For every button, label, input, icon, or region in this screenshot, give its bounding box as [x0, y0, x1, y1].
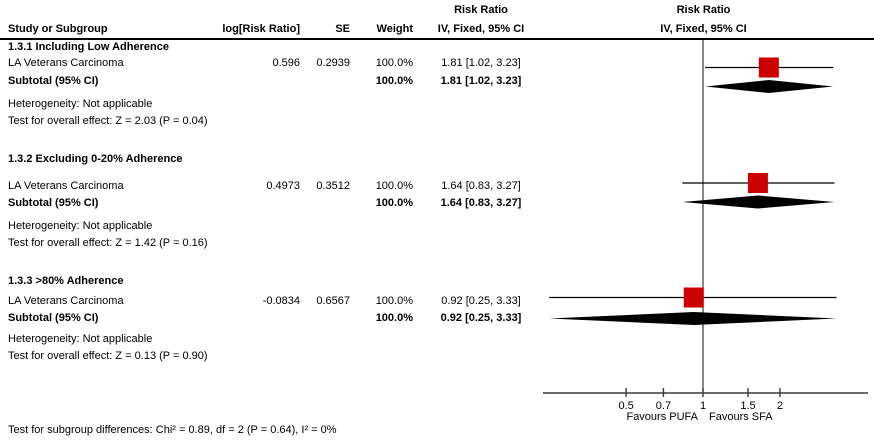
heterogeneity-row: Heterogeneity: Not applicable: [0, 333, 874, 346]
column-header-log-risk-ratio: log[Risk Ratio]: [222, 23, 300, 35]
study-ci-text: 1.81 [1.02, 3.23]: [441, 57, 521, 69]
axis-tick-label: 0.7: [656, 400, 671, 412]
heterogeneity-row: Heterogeneity: Not applicable: [0, 220, 874, 233]
study-se: 0.2939: [316, 57, 350, 69]
study-ci-text: 1.64 [0.83, 3.27]: [441, 180, 521, 192]
column-header-study: Study or Subgroup: [8, 23, 108, 35]
study-se: 0.3512: [316, 180, 350, 192]
study-effect-square: [747, 173, 768, 193]
subtotal-weight: 100.0%: [375, 75, 413, 87]
subtotal-label: Subtotal (95% CI): [8, 312, 99, 324]
column-header-method-plot: IV, Fixed, 95% CI: [660, 23, 747, 35]
study-log-rr: 0.596: [272, 57, 300, 69]
subgroup-heading-label: 1.3.2 Excluding 0-20% Adherence: [8, 153, 183, 165]
study-log-rr: 0.4973: [266, 180, 300, 192]
favours-left-label: Favours PUFA: [626, 411, 698, 423]
column-header-risk-ratio-text: Risk Ratio: [454, 4, 508, 16]
study-name: LA Veterans Carcinoma: [8, 295, 124, 307]
study-log-rr: -0.0834: [262, 295, 300, 307]
subgroup-heading: 1.3.1 Including Low Adherence: [0, 41, 874, 54]
subgroup-heading: 1.3.3 >80% Adherence: [0, 275, 874, 288]
subgroup-differences-text: Test for subgroup differences: Chi² = 0.…: [8, 424, 337, 436]
column-header-method-text: IV, Fixed, 95% CI: [437, 23, 525, 35]
header-row-2: Study or Subgroup log[Risk Ratio] SE Wei…: [0, 23, 874, 36]
footer-row: Test for subgroup differences: Chi² = 0.…: [0, 424, 874, 437]
heterogeneity-text: Heterogeneity: Not applicable: [8, 98, 153, 110]
study-name: LA Veterans Carcinoma: [8, 180, 124, 192]
study-weight: 100.0%: [375, 57, 413, 69]
overall-effect-text: Test for overall effect: Z = 0.13 (P = 0…: [8, 350, 208, 362]
axis-tick-label: 2: [777, 400, 783, 412]
header-row-1: Risk Ratio Risk Ratio: [0, 4, 874, 17]
axis-tick-label: 1: [700, 400, 706, 412]
study-weight: 100.0%: [375, 295, 413, 307]
subtotal-label: Subtotal (95% CI): [8, 75, 99, 87]
axis-tick-label: 0.5: [618, 400, 633, 412]
overall-effect-text: Test for overall effect: Z = 1.42 (P = 0…: [8, 237, 208, 249]
subtotal-weight: 100.0%: [375, 312, 413, 324]
overall-effect-row: Test for overall effect: Z = 2.03 (P = 0…: [0, 115, 874, 128]
subtotal-weight: 100.0%: [375, 197, 413, 209]
favours-right-label: Favours SFA: [709, 411, 773, 423]
subtotal-ci-text: 1.64 [0.83, 3.27]: [440, 197, 522, 209]
study-ci-text: 0.92 [0.25, 3.33]: [441, 295, 521, 307]
subtotal-ci-text: 1.81 [1.02, 3.23]: [440, 75, 522, 87]
overall-effect-text: Test for overall effect: Z = 2.03 (P = 0…: [8, 115, 208, 127]
heterogeneity-text: Heterogeneity: Not applicable: [8, 220, 153, 232]
study-row: LA Veterans Carcinoma 0.596 0.2939 100.0…: [0, 57, 874, 70]
subtotal-ci-text: 0.92 [0.25, 3.33]: [440, 312, 522, 324]
subtotal-row: Subtotal (95% CI) 100.0% 1.64 [0.83, 3.2…: [0, 197, 874, 210]
study-effect-square: [758, 57, 779, 78]
study-se: 0.6567: [316, 295, 350, 307]
overall-effect-row: Test for overall effect: Z = 1.42 (P = 0…: [0, 237, 874, 250]
subgroup-heading-label: 1.3.3 >80% Adherence: [8, 275, 124, 287]
axis-tick-label: 1.5: [740, 400, 755, 412]
subtotal-label: Subtotal (95% CI): [8, 197, 99, 209]
header-divider: [0, 38, 874, 40]
heterogeneity-text: Heterogeneity: Not applicable: [8, 333, 153, 345]
subgroup-heading-label: 1.3.1 Including Low Adherence: [8, 41, 169, 53]
heterogeneity-row: Heterogeneity: Not applicable: [0, 98, 874, 111]
subtotal-diamond: [682, 195, 835, 209]
study-name: LA Veterans Carcinoma: [8, 57, 124, 69]
column-header-weight: Weight: [376, 23, 413, 35]
subtotal-row: Subtotal (95% CI) 100.0% 0.92 [0.25, 3.3…: [0, 312, 874, 325]
study-weight: 100.0%: [375, 180, 413, 192]
column-header-risk-ratio-plot: Risk Ratio: [676, 4, 731, 16]
study-row: LA Veterans Carcinoma -0.0834 0.6567 100…: [0, 295, 874, 308]
study-row: LA Veterans Carcinoma 0.4973 0.3512 100.…: [0, 180, 874, 193]
subtotal-row: Subtotal (95% CI) 100.0% 1.81 [1.02, 3.2…: [0, 75, 874, 88]
study-effect-square: [683, 287, 704, 308]
column-header-se: SE: [335, 23, 350, 35]
overall-effect-row: Test for overall effect: Z = 0.13 (P = 0…: [0, 350, 874, 363]
subtotal-diamond: [549, 312, 837, 325]
subgroup-heading: 1.3.2 Excluding 0-20% Adherence: [0, 153, 874, 166]
subtotal-diamond: [705, 80, 834, 93]
